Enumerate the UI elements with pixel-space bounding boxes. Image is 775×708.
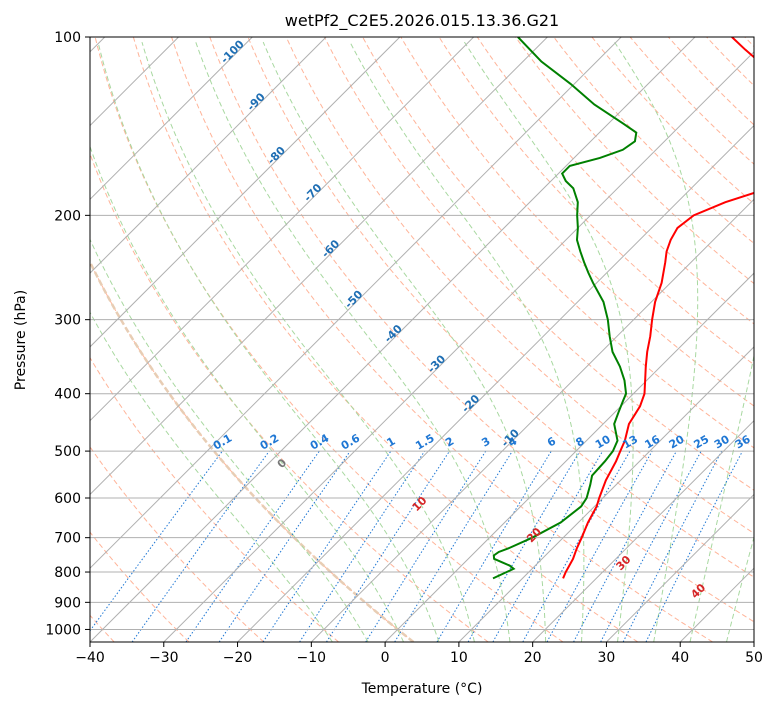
moist-adiabat-line xyxy=(90,311,333,642)
isotherm-line xyxy=(606,493,754,642)
dry-adiabat-line xyxy=(94,37,564,642)
temperature-profile-line xyxy=(562,37,754,579)
moist-adiabat-line xyxy=(726,535,754,642)
y-tick-label: 200 xyxy=(54,208,81,224)
isotherm-line xyxy=(90,37,696,642)
moist-adiabats xyxy=(90,41,754,642)
moist-adiabat-line xyxy=(262,41,547,642)
y-tick-label: 800 xyxy=(54,565,81,581)
y-axis-label: Pressure (hPa) xyxy=(13,290,29,390)
isotherm-line xyxy=(90,37,548,496)
dry-adiabat-line xyxy=(438,37,754,366)
dry-adiabat-line xyxy=(629,37,754,165)
mixing-ratio-line xyxy=(622,450,723,642)
x-axis-ticks: −40 −30 −20 −10 0 10 20 30 40 50 xyxy=(75,642,763,666)
moist-adiabat-line xyxy=(689,353,754,642)
x-tick-label: −40 xyxy=(75,650,105,666)
x-tick-label: −20 xyxy=(223,650,253,666)
mixing-ratio-line xyxy=(185,450,320,642)
mixing-ratio-line xyxy=(600,450,702,642)
mixing-ratio-line xyxy=(365,450,487,642)
mixing-ratio-line xyxy=(492,450,604,642)
mixing-ratio-line xyxy=(90,450,223,632)
isotherm-line xyxy=(163,51,754,642)
dry-adiabat-line xyxy=(171,37,713,642)
x-axis-label: Temperature (°C) xyxy=(361,681,483,697)
isotherm-line xyxy=(90,37,253,201)
isotherm-line xyxy=(384,272,754,642)
mixing-ratio-line xyxy=(645,450,743,642)
mixing-ratio-line xyxy=(299,450,426,642)
moist-adiabat-line xyxy=(349,41,585,642)
dry-adiabat-line xyxy=(400,37,754,407)
isotherm-line xyxy=(90,37,327,274)
y-tick-label: 400 xyxy=(54,387,81,403)
dry-adiabat-line xyxy=(323,37,754,491)
dry-adiabat-line xyxy=(553,37,754,245)
isotherm-line xyxy=(532,419,754,642)
y-tick-label: 300 xyxy=(54,313,81,329)
mixing-ratio-line xyxy=(394,450,513,642)
isotherm-line xyxy=(90,37,401,348)
dry-adiabat-line xyxy=(90,356,339,642)
x-tick-label: 40 xyxy=(671,650,689,666)
moist-adiabat-line xyxy=(195,41,511,642)
x-tick-label: 50 xyxy=(745,650,763,666)
y-tick-label: 500 xyxy=(54,444,81,460)
x-tick-label: 0 xyxy=(381,650,390,666)
moist-adiabat-line xyxy=(614,41,699,642)
y-tick-label: 100 xyxy=(54,30,81,46)
mixing-ratio-line xyxy=(218,450,351,642)
x-tick-label: 10 xyxy=(450,650,468,666)
moist-adiabat-line xyxy=(97,41,440,642)
y-tick-label: 600 xyxy=(54,491,81,507)
x-tick-label: −30 xyxy=(149,650,179,666)
y-tick-label: 700 xyxy=(54,531,81,547)
y-tick-label: 900 xyxy=(54,595,81,611)
y-axis-ticks: 1000 900 800 700 600 500 400 300 200 100 xyxy=(45,30,90,638)
x-tick-label: 30 xyxy=(598,650,616,666)
moist-adiabat-line xyxy=(90,145,404,642)
isotherm-line xyxy=(90,37,622,569)
chart-title: wetPf2_C2E5.2026.015.13.36.G21 xyxy=(285,11,559,31)
moist-adiabat-line xyxy=(90,238,369,642)
dry-adiabat-line xyxy=(132,37,639,642)
isotherm-line xyxy=(237,124,754,642)
mixing-ratio-line xyxy=(573,450,677,642)
plot-area: 0.1 0.2 0.4 0.6 1 1.5 2 3 4 6 8 10 13 16 20 25 30 3601020… xyxy=(90,37,754,642)
profile-series xyxy=(492,37,754,580)
isobars xyxy=(90,37,754,630)
y-tick-label: 1000 xyxy=(45,622,81,638)
mixing-ratio-line xyxy=(326,450,450,642)
dry-adiabat-line xyxy=(209,37,754,623)
x-tick-label: 20 xyxy=(524,650,542,666)
dry-adiabat-line xyxy=(476,37,754,325)
isotherms xyxy=(90,37,754,642)
isotherm-line xyxy=(310,198,754,642)
dry-adiabat-line xyxy=(90,531,190,642)
plot-frame xyxy=(89,36,755,643)
isotherm-line xyxy=(458,346,754,642)
moist-adiabat-line xyxy=(141,41,475,642)
dewpoint-profile-line xyxy=(492,37,638,580)
x-tick-label: −10 xyxy=(297,650,327,666)
mixing-ratio-line xyxy=(522,450,631,642)
isotherm-line xyxy=(90,37,475,422)
mixing-ratio-line xyxy=(131,450,270,642)
